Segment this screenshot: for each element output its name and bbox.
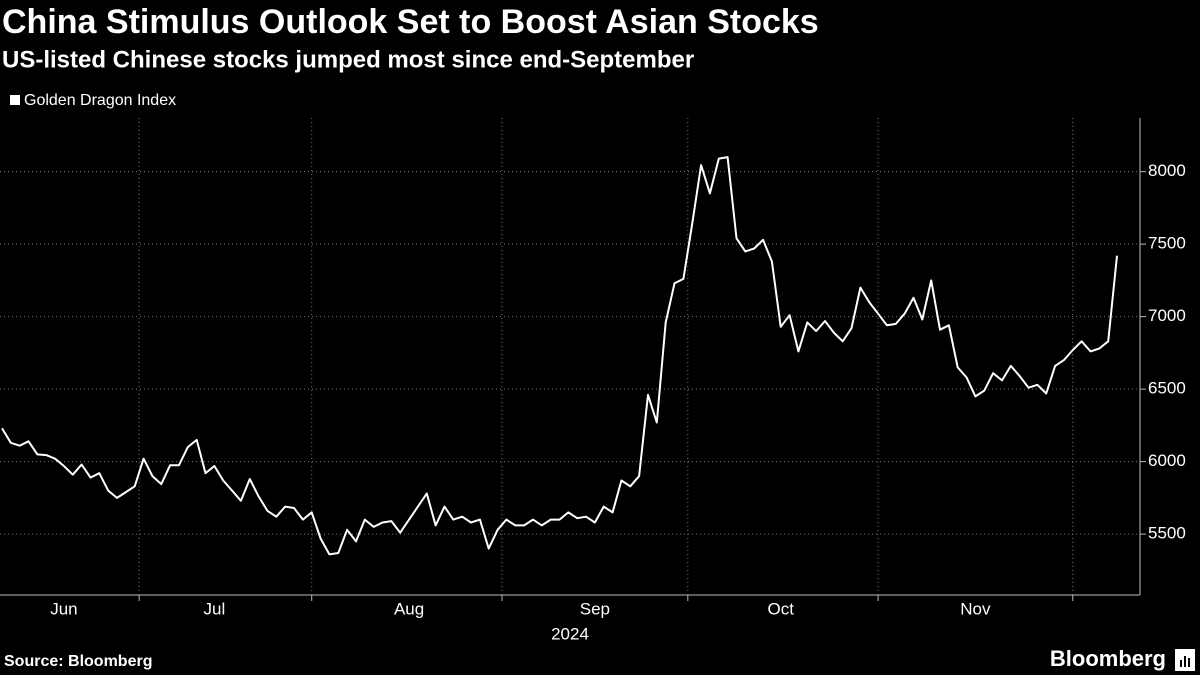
legend-label: Golden Dragon Index (24, 92, 176, 109)
y-tick-label: 6000 (1148, 451, 1186, 470)
y-tick-label: 8000 (1148, 161, 1186, 180)
y-tick-label: 6500 (1148, 379, 1186, 398)
y-tick-label: 7000 (1148, 306, 1186, 325)
y-tick-label: 7500 (1148, 234, 1186, 253)
source: Source: Bloomberg (4, 653, 152, 670)
x-tick-label: Oct (768, 599, 795, 618)
x-tick-label: Aug (394, 599, 424, 618)
x-tick-label: Jul (204, 599, 226, 618)
chart-title: China Stimulus Outlook Set to Boost Asia… (2, 3, 819, 41)
series-line (1, 156, 1118, 556)
x-tick-label: Nov (960, 599, 991, 618)
brand-icon-bar (1180, 660, 1182, 667)
x-tick-label: Sep (580, 599, 610, 618)
legend-swatch (10, 95, 20, 105)
brand: Bloomberg (1050, 646, 1166, 671)
brand-icon-bar (1188, 658, 1190, 667)
brand-icon-bar (1184, 656, 1186, 667)
x-tick-label: Jun (50, 599, 77, 618)
chart-subtitle: US-listed Chinese stocks jumped most sin… (2, 46, 694, 73)
x-axis-label: 2024 (551, 624, 589, 643)
y-tick-label: 5500 (1148, 524, 1186, 543)
